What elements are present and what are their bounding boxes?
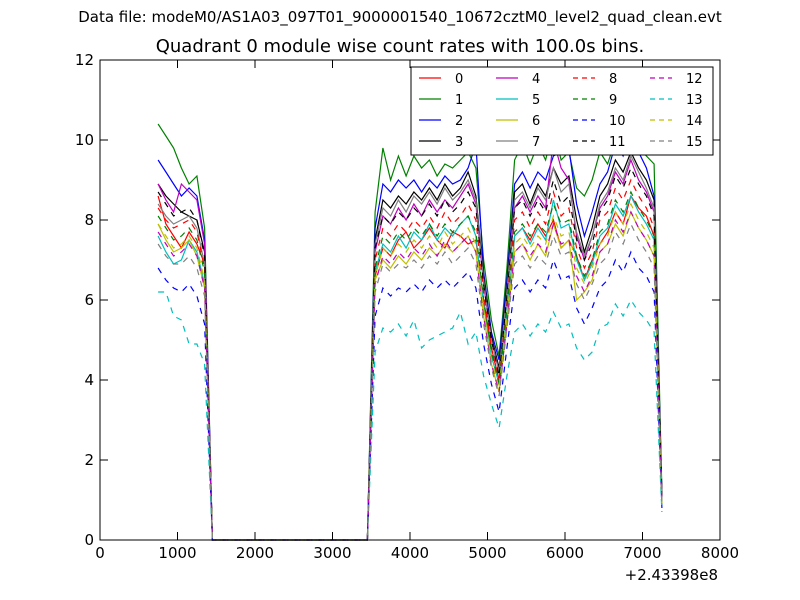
axis-ticks: 0 1000 2000 3000 4000 5000 6000 7000 80000246810… [75,51,739,562]
series-line-9 [157,190,663,541]
x-offset-label: +2.43398e8 [625,566,718,584]
x-tick-label: 5000 [468,544,506,562]
x-tick-label: 3000 [313,544,351,562]
x-tick-label: 8000 [701,544,739,562]
x-tick-label: 2000 [236,544,274,562]
series-line-3 [157,150,663,541]
legend-label-7: 7 [532,135,540,150]
series-line-6 [157,210,663,541]
x-tick-label: 6000 [546,544,584,562]
y-tick-label: 2 [84,451,94,469]
data-file-title: Data file: modeM0/AS1A03_097T01_90000015… [78,8,722,26]
y-tick-label: 4 [84,371,94,389]
series-line-1 [157,123,663,541]
legend-label-11: 11 [609,135,626,150]
y-tick-label: 10 [75,131,94,149]
y-tick-label: 8 [84,211,94,229]
x-tick-label: 4000 [391,544,429,562]
plot-lines [157,123,663,541]
y-tick-label: 6 [84,291,94,309]
legend-box [410,66,714,156]
legend-label-9: 9 [609,93,617,108]
legend-label-6: 6 [532,114,540,129]
chart-title: Quadrant 0 module wise count rates with … [155,36,645,57]
series-line-11 [157,166,663,541]
legend-label-2: 2 [455,114,463,129]
legend-label-8: 8 [609,72,617,87]
series-line-13 [158,291,663,541]
legend-label-4: 4 [532,72,540,87]
x-tick-label: 1000 [158,544,196,562]
y-tick-label: 0 [84,531,94,549]
x-tick-label: 0 [95,544,105,562]
legend-label-12: 12 [686,72,703,87]
series-line-15 [157,222,663,541]
legend-label-0: 0 [455,72,463,87]
series-line-12 [157,210,663,541]
series-line-4 [157,139,663,541]
legend-label-15: 15 [686,135,703,150]
x-tick-label: 7000 [623,544,661,562]
legend-label-10: 10 [609,114,626,129]
legend-label-1: 1 [455,93,463,108]
legend-label-5: 5 [532,93,540,108]
y-tick-label: 12 [75,51,94,69]
legend-label-3: 3 [455,135,463,150]
legend-label-14: 14 [686,114,703,129]
legend-label-13: 13 [686,93,703,108]
